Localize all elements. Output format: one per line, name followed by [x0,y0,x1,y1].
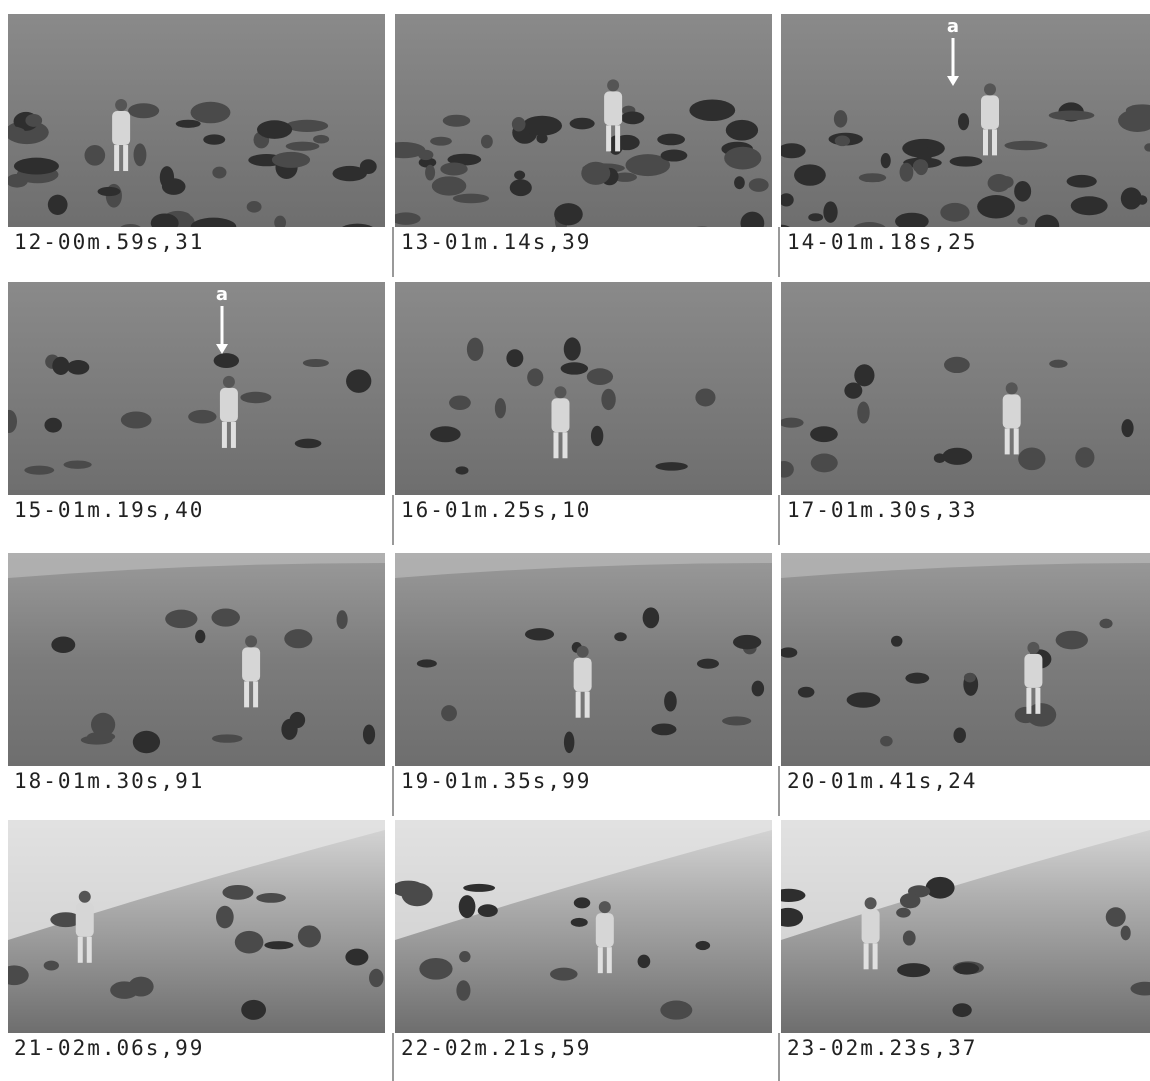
video-frame: a [781,14,1150,227]
frame-caption: 14-01m.18s,25 [787,230,977,254]
marker-label: a [216,284,228,305]
frame-caption: 12-00m.59s,31 [14,230,204,254]
separator [392,495,394,545]
separator [392,766,394,816]
marker-label: a [947,16,959,37]
separator [392,1033,394,1081]
frame-caption: 21-02m.06s,99 [14,1036,204,1060]
video-frame [395,553,772,766]
frame-caption: 17-01m.30s,33 [787,498,977,522]
video-frame [781,553,1150,766]
video-frame: a [8,282,385,495]
separator [778,766,780,816]
figure: 12-00m.59s,31 13-01m.14s,39 a 14-01m.18s,25… [0,0,1150,1081]
frame-caption: 23-02m.23s,37 [787,1036,977,1060]
frame-caption: 18-01m.30s,91 [14,769,204,793]
video-frame [781,820,1150,1033]
frame-caption: 19-01m.35s,99 [401,769,591,793]
separator [778,1033,780,1081]
video-frame [395,282,772,495]
video-frame [395,14,772,227]
frame-caption: 13-01m.14s,39 [401,230,591,254]
frame-caption: 15-01m.19s,40 [14,498,204,522]
separator [778,495,780,545]
video-frame [8,14,385,227]
video-frame [781,282,1150,495]
frame-caption: 20-01m.41s,24 [787,769,977,793]
video-frame [395,820,772,1033]
separator [392,227,394,277]
separator [778,227,780,277]
video-frame [8,553,385,766]
video-frame [8,820,385,1033]
frame-caption: 22-02m.21s,59 [401,1036,591,1060]
frame-caption: 16-01m.25s,10 [401,498,591,522]
